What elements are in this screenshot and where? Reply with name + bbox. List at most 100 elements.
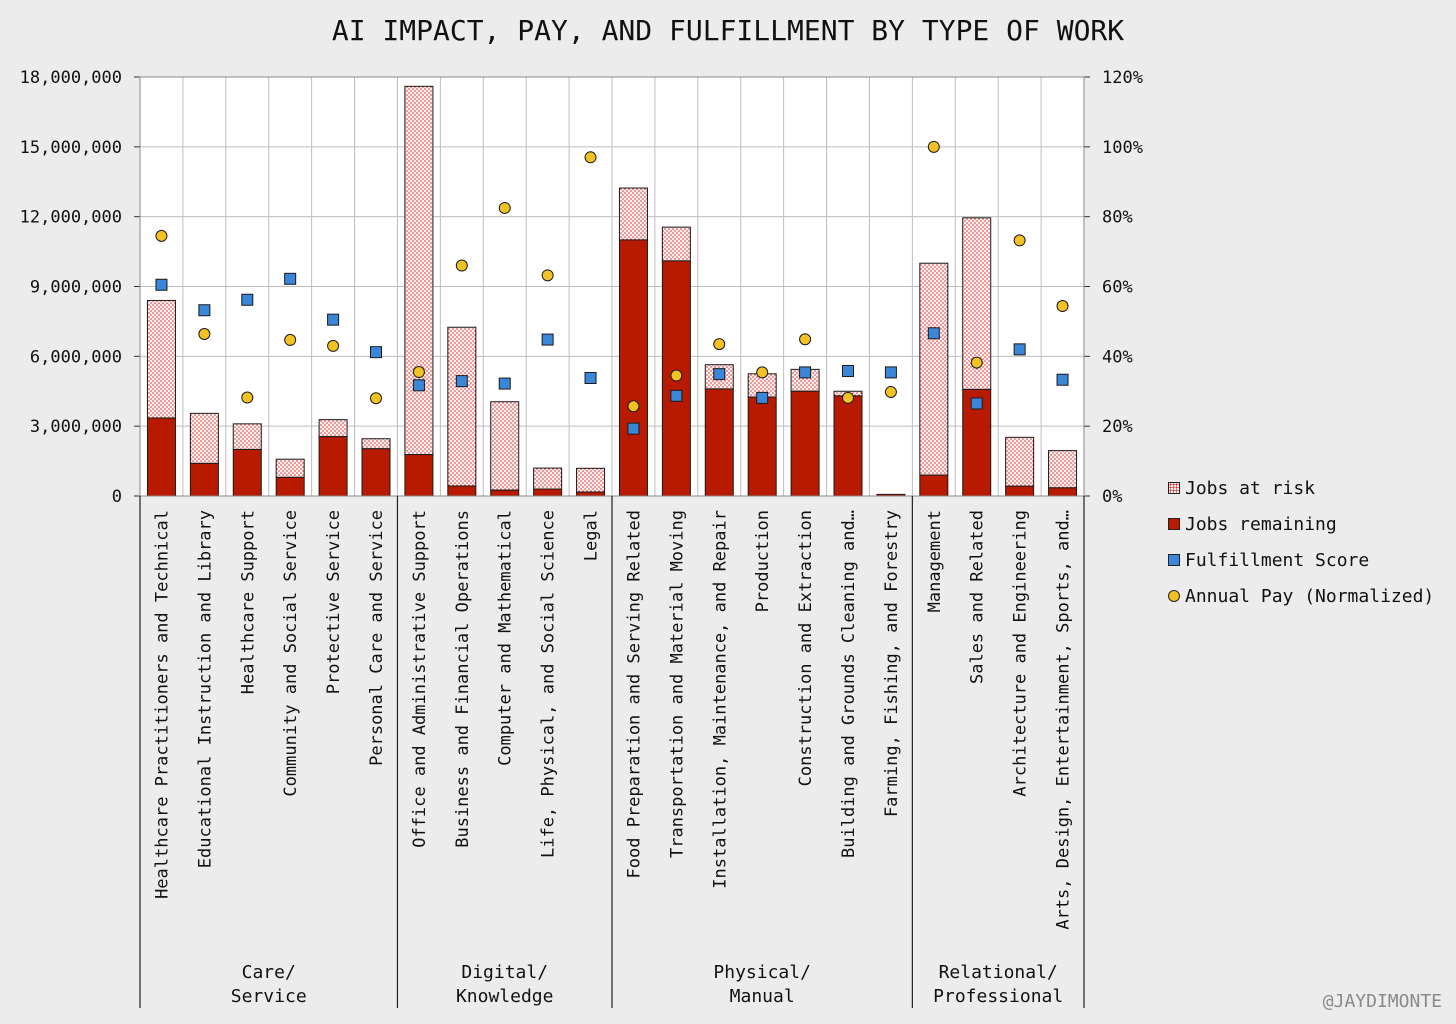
category-label: Computer and Mathematical [496,510,516,766]
point-fulfillment [241,293,254,306]
bar-jobs-at-risk [618,187,648,241]
bar-jobs-remaining [447,485,477,497]
point-fulfillment [198,304,211,317]
point-annual-pay [670,369,683,382]
group-label: Relational/ [939,962,1058,983]
bar-jobs-at-risk [404,85,434,456]
bar-jobs-at-risk [1005,436,1035,487]
chart-title: AI IMPACT, PAY, AND FULFILLMENT BY TYPE … [331,14,1125,47]
annual-pay-swatch [1168,590,1180,602]
point-fulfillment [498,377,511,390]
group-label: Physical/ [713,962,811,983]
bar-jobs-remaining [146,417,176,497]
point-annual-pay [927,140,940,153]
point-fulfillment [284,272,297,285]
right-tick-label: 40% [1102,347,1133,367]
group-label: Service [231,986,307,1007]
watermark: @JAYDIMONTE [1322,991,1442,1012]
bar-jobs-remaining [618,239,648,497]
legend: Jobs at risk Jobs remaining Fulfillment … [1168,470,1434,614]
point-fulfillment [1013,343,1026,356]
bar-jobs-at-risk [146,299,176,419]
point-fulfillment [155,278,168,291]
legend-label: Jobs at risk [1185,477,1316,499]
category-label: Food Preparation and Serving Related [624,510,644,878]
left-tick-label: 12,000,000 [20,208,122,228]
bar-jobs-at-risk [318,419,348,438]
category-label: Management [925,510,945,612]
right-tick-label: 20% [1102,417,1133,437]
legend-item-jobs-remaining: Jobs remaining [1168,506,1434,542]
left-tick-label: 15,000,000 [20,138,122,158]
bar-jobs-at-risk [661,226,691,262]
point-fulfillment [884,366,897,379]
point-annual-pay [155,229,168,242]
category-label: Healthcare Support [238,510,258,694]
point-annual-pay [498,201,511,214]
point-annual-pay [327,339,340,352]
category-label: Production [753,510,773,612]
category-label: Protective Service [324,510,344,694]
point-annual-pay [455,259,468,272]
legend-item-fulfillment: Fulfillment Score [1168,542,1434,578]
jobs-remaining-swatch [1168,518,1180,530]
category-label: Healthcare Practitioners and Technical [152,510,172,899]
bar-jobs-remaining [704,388,734,497]
point-fulfillment [327,313,340,326]
bar-jobs-remaining [833,395,863,497]
bar-jobs-at-risk [1048,450,1078,489]
bar-jobs-at-risk [232,423,262,450]
point-annual-pay [799,333,812,346]
point-fulfillment [412,379,425,392]
point-fulfillment [842,364,854,377]
jobs-at-risk-swatch [1168,482,1180,494]
left-tick-label: 18,000,000 [20,68,122,88]
bar-jobs-at-risk [189,412,219,464]
bar-jobs-remaining [1005,485,1035,497]
point-fulfillment [370,346,382,359]
bar-jobs-remaining [189,462,219,497]
legend-item-annual-pay: Annual Pay (Normalized) [1168,578,1434,614]
bar-jobs-at-risk [490,401,520,491]
category-label: Sales and Related [968,510,988,684]
point-fulfillment [970,397,983,410]
right-tick-label: 0% [1102,487,1122,507]
left-tick-label: 3,000,000 [30,417,122,437]
category-label: Community and Social Service [281,510,301,797]
bar-jobs-at-risk [919,262,949,476]
bar-jobs-remaining [1048,487,1078,497]
point-annual-pay [1056,300,1069,313]
point-annual-pay [1013,234,1026,247]
point-fulfillment [756,391,769,404]
legend-label: Jobs remaining [1185,513,1337,535]
point-annual-pay [970,356,983,369]
point-fulfillment [670,389,683,402]
category-label: Business and Financial Operations [453,510,473,848]
right-tick-label: 80% [1102,208,1133,228]
bar-jobs-at-risk [447,326,477,487]
right-tick-label: 60% [1102,278,1133,298]
left-tick-label: 6,000,000 [30,347,122,367]
right-tick-label: 100% [1102,138,1143,158]
category-label: Transportation and Material Moving [667,510,687,858]
bar-jobs-remaining [533,488,563,497]
bar-jobs-at-risk [533,467,563,490]
point-fulfillment [713,368,726,381]
bar-jobs-remaining [361,448,391,497]
fulfillment-swatch [1168,554,1180,566]
group-label: Care/ [242,962,296,983]
category-label: Personal Care and Service [367,510,387,766]
point-annual-pay [284,333,297,346]
bar-jobs-remaining [490,489,520,497]
point-fulfillment [584,371,597,384]
point-fulfillment [799,366,812,379]
bar-jobs-at-risk [361,438,391,450]
legend-label: Fulfillment Score [1185,549,1370,571]
category-label: Legal [582,510,602,561]
category-label: Farming, Fishing, and Forestry [882,510,902,817]
category-label: Construction and Extraction [796,510,816,786]
bar-jobs-remaining [919,474,949,497]
bar-jobs-remaining [232,448,262,497]
category-label: Life, Physical, and Social Science [539,510,559,858]
